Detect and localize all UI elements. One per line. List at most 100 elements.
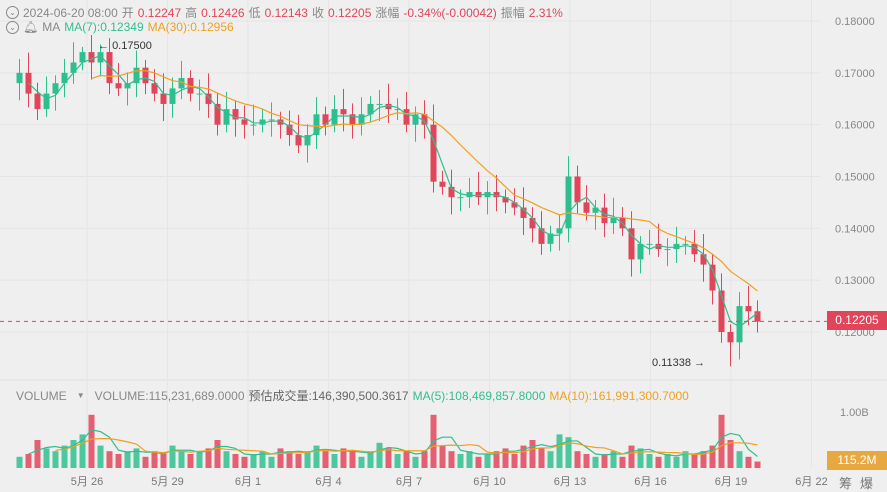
candle-body [583,202,590,213]
volume-bar [277,448,284,468]
date-tick: 6月 4 [315,476,341,488]
volume-bar [511,454,518,468]
ohlc-header: ⌄ 2024-06-20 08:00 开 0.12247 高 0.12426 低 0.… [6,4,563,21]
candle-body [124,83,131,89]
ma-label[interactable]: MA [42,20,61,34]
open-value: 0.12247 [137,5,182,20]
candle-body [502,197,509,203]
volume-tick: 1.00B [840,407,869,419]
candle-body [259,119,266,125]
date-tick: 6月 16 [634,476,666,488]
date-tick: 6月 10 [473,476,505,488]
volume-bar [466,451,473,468]
high-value: 0.12426 [201,5,245,20]
volume-bar [709,445,716,468]
candle-body [367,103,374,115]
volume-bar [754,461,761,468]
candle-body [34,93,41,110]
volume-bar [502,448,509,468]
liquidation-icon[interactable]: 爆 [859,476,881,491]
candle-body [610,217,617,224]
price-tick: 0.13000 [835,275,875,287]
volume-bar [304,451,311,468]
candle-body [79,52,86,63]
change-label: 涨幅 [375,6,400,20]
volume-bar [331,454,338,468]
volume-bar [232,454,239,468]
candle-body [718,290,725,332]
volume-bar [601,454,608,468]
bell-icon[interactable]: 🔔︎ [23,20,39,34]
candle-body [565,176,572,229]
candle-body [601,207,608,224]
candle-body [61,72,68,84]
candle-body [700,254,707,265]
volume-bar [241,456,248,468]
chip-icon[interactable]: 筹 [838,476,860,491]
candle-body [196,93,203,95]
candle-body [628,228,635,260]
volume-bar [484,454,491,468]
date-tick: 6月 13 [554,476,586,488]
volume-bar [259,451,266,468]
candle-body [682,243,689,245]
low-annotation: 0.11338 → [652,357,706,369]
candle-body [403,109,410,125]
volume-bar [412,456,419,468]
candle-body [241,119,248,125]
candle-body [16,72,23,84]
date-tick: 6月 7 [396,476,422,488]
volume-bar [385,448,392,468]
volume-bar [205,448,212,468]
collapse-icon[interactable]: ⌄ [6,6,19,19]
volume-bar [691,454,698,468]
candle-body [736,306,743,343]
volume-bar [268,456,275,468]
candle-body [439,181,446,187]
collapse-icon[interactable]: ⌄ [6,20,19,34]
volume-bar [529,440,536,468]
volume-bar [79,434,86,468]
volume-bar [106,451,113,468]
high-label: 高 [185,6,198,20]
date-tick: 5月 29 [151,476,183,488]
candle-body [43,93,50,110]
volume-bar [403,451,410,468]
volume-label[interactable]: VOLUME [16,388,67,403]
volume-bar [583,454,590,468]
bottom-icons: 筹爆 [839,473,881,492]
volume-estimate: 预估成交量:146,390,500.3617 [248,389,409,403]
volume-bar [655,456,662,468]
close-value: 0.12205 [327,5,372,20]
volume-bar [196,451,203,468]
candle-body [673,243,680,250]
volume-bar [727,440,734,468]
dropdown-icon[interactable]: ▼ [76,391,85,400]
candle-body [592,207,599,213]
high-annotation: ← 0.17500 [98,40,152,52]
price-tick: 0.18000 [835,16,875,28]
candle-body [313,114,320,136]
candle-body [493,192,500,198]
volume-bar [214,440,221,468]
change-value: -0.34%(-0.00042) [403,5,497,20]
candle-body [646,243,653,245]
candle-body [142,67,149,84]
datetime: 2024-06-20 08:00 [23,5,118,20]
volume-header: VOLUME ▼ VOLUME:115,231,689.0000 预估成交量:1… [16,387,689,404]
candle-body [295,135,302,146]
candle-body [277,119,284,125]
candle-body [331,109,338,125]
candle-body [637,243,644,260]
candle-body [322,114,329,125]
date-tick: 6月 19 [715,476,747,488]
candle-body [304,135,311,146]
volume-bar [340,448,347,468]
ma30-line [91,70,758,292]
price-tick: 0.14000 [835,223,875,235]
candle-body [691,243,698,255]
volume-bar [439,445,446,468]
close-label: 收 [311,6,324,20]
volume-bar [628,445,635,468]
